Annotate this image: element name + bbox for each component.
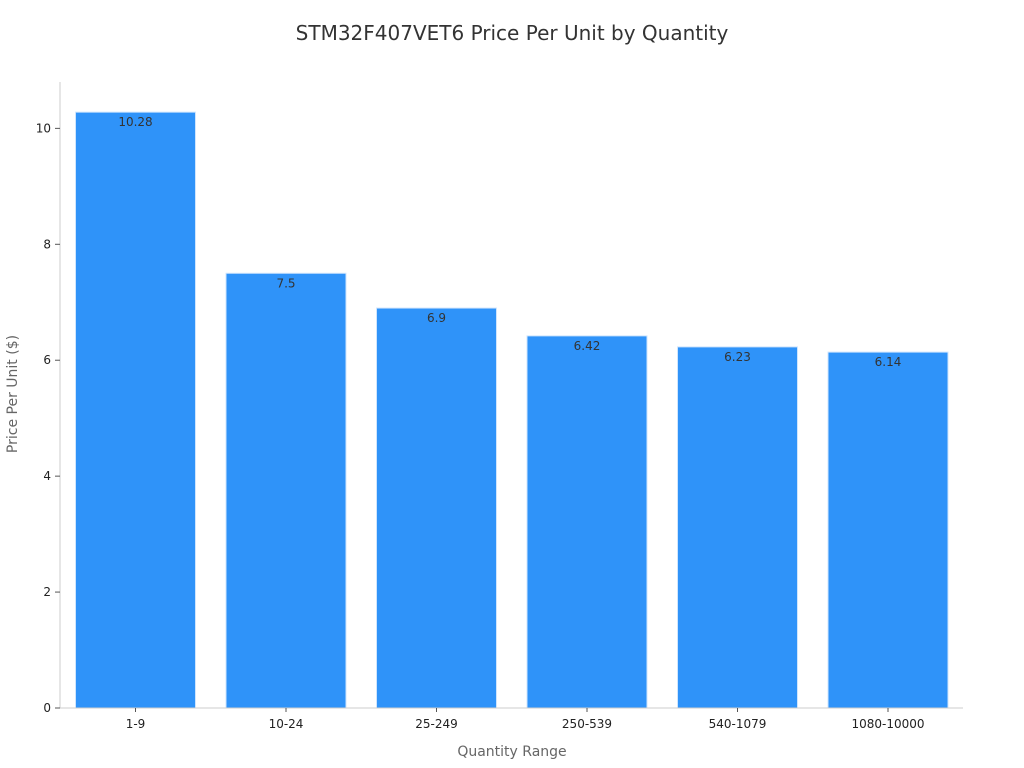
data-labels-layer: 10.28 7.5 6.9 6.42 6.23 6.14 <box>118 115 901 369</box>
x-axis-label: Quantity Range <box>457 744 566 760</box>
bar-25-249 <box>376 307 497 709</box>
y-tick-label: 2 <box>43 585 51 599</box>
y-tick-label: 4 <box>43 469 51 483</box>
bars-layer <box>75 111 949 709</box>
bar-540-1079 <box>677 346 798 709</box>
x-tick-label: 25-249 <box>415 717 458 731</box>
x-tick-label: 1080-10000 <box>851 717 924 731</box>
x-tick-label: 540-1079 <box>709 717 767 731</box>
y-tick-label: 8 <box>43 237 51 251</box>
x-tick-label: 1-9 <box>126 717 146 731</box>
y-axis: 0 2 4 6 8 10 <box>36 82 61 715</box>
y-tick-label: 6 <box>43 353 51 367</box>
x-axis: 1-9 10-24 25-249 250-539 540-1079 1080-10000 <box>60 707 963 731</box>
data-label-25-249: 6.9 <box>427 311 446 325</box>
bar-10-24 <box>225 272 347 709</box>
y-tick-label: 10 <box>36 121 51 135</box>
bar-1-9 <box>75 111 196 709</box>
data-label-1080-10000: 6.14 <box>875 355 902 369</box>
data-label-540-1079: 6.23 <box>724 350 751 364</box>
data-label-250-539: 6.42 <box>574 339 601 353</box>
data-label-1-9: 10.28 <box>118 115 152 129</box>
y-tick-label: 0 <box>43 701 51 715</box>
chart-title: STM32F407VET6 Price Per Unit by Quantity <box>296 21 729 45</box>
y-axis-label: Price Per Unit ($) <box>5 335 21 453</box>
bar-1080-10000 <box>827 351 949 709</box>
bar-250-539 <box>526 335 648 709</box>
x-tick-label: 250-539 <box>562 717 612 731</box>
x-tick-label: 10-24 <box>269 717 304 731</box>
data-label-10-24: 7.5 <box>276 276 295 290</box>
